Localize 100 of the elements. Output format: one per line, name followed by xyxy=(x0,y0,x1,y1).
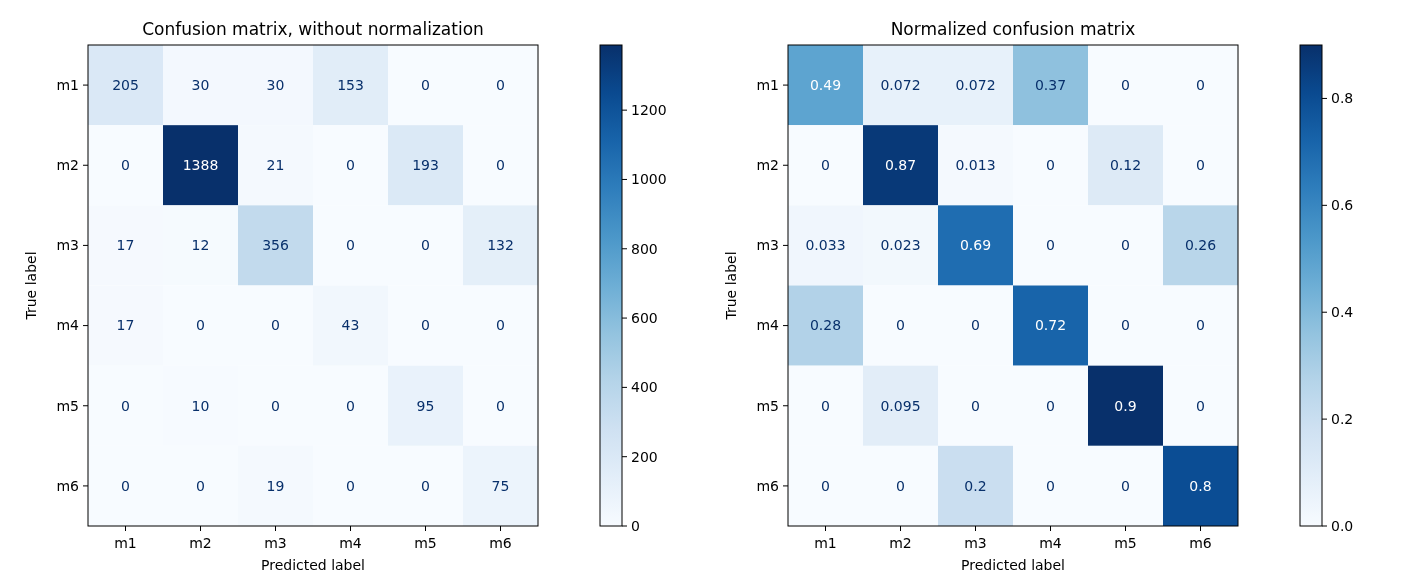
data-label: 0 xyxy=(821,477,830,494)
y-tick-label: m2 xyxy=(56,157,79,174)
data-label: 0 xyxy=(896,317,905,334)
y-axis-title: True label xyxy=(23,251,39,321)
data-label: 0 xyxy=(496,317,505,334)
x-tick-label: m1 xyxy=(814,535,837,551)
data-label: 21 xyxy=(266,157,285,174)
data-label: 0.095 xyxy=(880,397,921,414)
data-label: 0 xyxy=(1046,397,1055,414)
data-label: 0 xyxy=(196,477,205,494)
x-axis-title: Predicted label xyxy=(960,557,1066,573)
x-tick-label: m5 xyxy=(414,535,437,551)
data-label: 19 xyxy=(266,477,285,494)
x-tick-label: m2 xyxy=(189,535,212,551)
data-label: 0 xyxy=(496,157,505,174)
data-label: 0.2 xyxy=(964,477,987,494)
data-label: 0 xyxy=(421,237,430,254)
data-label: 0 xyxy=(421,76,430,93)
x-tick-label: m3 xyxy=(964,535,987,551)
chart-title: Normalized confusion matrix xyxy=(890,19,1136,39)
data-label: 0 xyxy=(421,317,430,334)
data-label: 0 xyxy=(1121,477,1130,494)
data-label: 0 xyxy=(271,397,280,414)
data-label: 0 xyxy=(121,397,130,414)
data-label: 0.033 xyxy=(805,237,846,254)
data-label: 0 xyxy=(121,157,130,174)
data-label: 132 xyxy=(487,237,514,254)
data-label: 0.37 xyxy=(1034,76,1067,93)
data-label: 75 xyxy=(491,477,510,494)
data-label: 0 xyxy=(346,157,355,174)
data-label: 0 xyxy=(496,397,505,414)
data-label: 0 xyxy=(346,237,355,254)
data-label: 0.72 xyxy=(1034,317,1067,334)
color-bar-label: 0.8 xyxy=(1331,90,1354,107)
data-label: 153 xyxy=(337,76,364,93)
color-bar-label: 0.2 xyxy=(1331,411,1354,428)
data-label: 0.69 xyxy=(959,237,992,254)
data-label: 10 xyxy=(191,397,210,414)
y-tick-label: m3 xyxy=(756,237,779,254)
color-bar-label: 0.4 xyxy=(1331,304,1354,321)
data-label: 0 xyxy=(271,317,280,334)
color-bar-label: 800 xyxy=(631,240,658,257)
data-label: 0 xyxy=(421,477,430,494)
data-label: 95 xyxy=(416,397,435,414)
data-label: 0.072 xyxy=(955,76,996,93)
data-label: 0 xyxy=(821,397,830,414)
y-tick-label: m1 xyxy=(756,76,779,93)
data-label: 0 xyxy=(1046,477,1055,494)
y-tick-label: m6 xyxy=(56,477,80,494)
y-tick-label: m1 xyxy=(56,76,79,93)
y-tick-label: m5 xyxy=(756,397,779,414)
y-tick-label: m3 xyxy=(56,237,79,254)
y-tick-label: m4 xyxy=(756,317,780,334)
data-label: 0 xyxy=(1196,397,1205,414)
data-label: 0 xyxy=(971,397,980,414)
data-label: 0 xyxy=(1121,237,1130,254)
data-label: 0 xyxy=(1046,157,1055,174)
color-bar-label: 200 xyxy=(631,448,658,465)
x-tick-label: m6 xyxy=(489,535,512,551)
x-tick-label: m6 xyxy=(1189,535,1212,551)
data-label: 0 xyxy=(346,397,355,414)
x-tick-label: m3 xyxy=(264,535,287,551)
data-label: 0.49 xyxy=(809,76,842,93)
data-label: 0 xyxy=(1196,157,1205,174)
color-bar-label: 1000 xyxy=(631,171,667,188)
color-bar-label: 0.0 xyxy=(1331,517,1354,534)
color-bar-label: 0 xyxy=(631,517,640,534)
x-tick-label: m4 xyxy=(339,535,362,551)
data-label: 0 xyxy=(1121,317,1130,334)
data-label: 0.8 xyxy=(1189,477,1212,494)
data-label: 0.12 xyxy=(1109,157,1142,174)
x-tick-label: m1 xyxy=(114,535,137,551)
data-label: 0.072 xyxy=(880,76,921,93)
y-tick-label: m4 xyxy=(56,317,80,334)
x-tick-label: m5 xyxy=(1114,535,1137,551)
data-label: 30 xyxy=(266,76,285,93)
data-label: 0.26 xyxy=(1184,237,1217,254)
y-tick-label: m2 xyxy=(756,157,779,174)
data-label: 0 xyxy=(196,317,205,334)
data-label: 0 xyxy=(1196,317,1205,334)
data-label: 0 xyxy=(121,477,130,494)
data-label: 0 xyxy=(1196,76,1205,93)
y-axis-title: True label xyxy=(723,251,739,321)
x-tick-label: m4 xyxy=(1039,535,1062,551)
data-label: 205 xyxy=(112,76,139,93)
data-label: 0 xyxy=(896,477,905,494)
y-tick-label: m5 xyxy=(56,397,79,414)
data-label: 0.023 xyxy=(880,237,921,254)
data-label: 43 xyxy=(341,317,360,334)
data-label: 0.28 xyxy=(809,317,842,334)
data-label: 0.013 xyxy=(955,157,996,174)
data-label: 0.87 xyxy=(884,157,917,174)
data-label: 356 xyxy=(262,237,289,254)
data-label: 0 xyxy=(496,76,505,93)
y-tick-label: m6 xyxy=(756,477,780,494)
data-label: 193 xyxy=(412,157,439,174)
color-bar-label: 400 xyxy=(631,379,658,396)
data-label: 1388 xyxy=(182,157,219,174)
data-label: 30 xyxy=(191,76,210,93)
x-axis-title: Predicted label xyxy=(260,557,366,573)
